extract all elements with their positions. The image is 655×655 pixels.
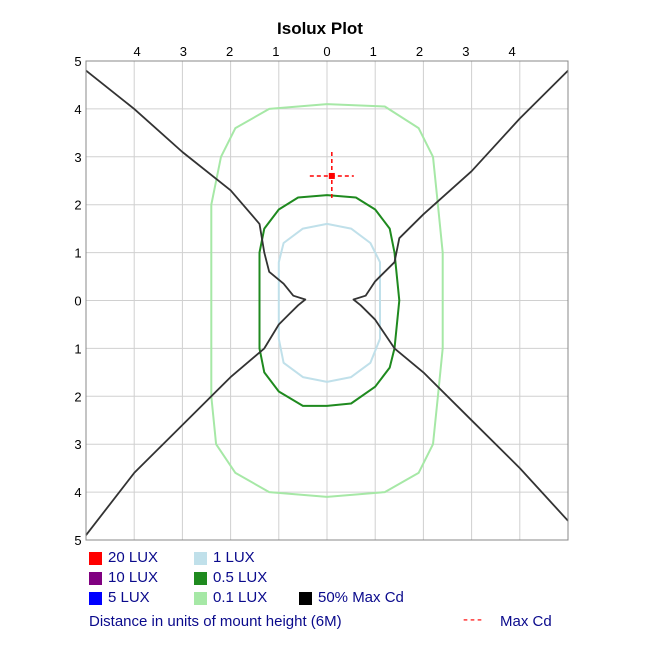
y-tick-label: 0 xyxy=(74,294,81,309)
x-tick-label: 1 xyxy=(370,44,377,59)
y-tick-label: 4 xyxy=(74,485,81,500)
x-tick-label: 3 xyxy=(180,44,187,59)
max-cd-legend-marker: --- xyxy=(463,611,484,628)
y-tick-label: 3 xyxy=(74,150,81,165)
legend-swatch-20-lux xyxy=(89,552,102,565)
grid xyxy=(86,61,568,540)
half-max-cd-line xyxy=(85,69,307,536)
legend-swatch-0-1-lux xyxy=(194,592,207,605)
half-max-cd-line xyxy=(352,69,569,522)
y-tick-label: 5 xyxy=(74,54,81,69)
plot-frame xyxy=(85,60,569,541)
x-tick-label: 3 xyxy=(462,44,469,59)
legend-swatch-0-5-lux xyxy=(194,572,207,585)
x-tick-label: 0 xyxy=(323,44,330,59)
isolux-chart: Isolux Plot 4 3 2 1 0 1 2 3 4 5 4 3 2 1 0 1 2 3 4 5 xyxy=(74,19,569,545)
contour-0-1-lux xyxy=(210,103,444,498)
x-tick-label: 1 xyxy=(272,44,279,59)
legend-label-0-1-lux: 0.1 LUX xyxy=(213,589,268,606)
y-tick-label: 2 xyxy=(74,198,81,213)
legend-label-0-5-lux: 0.5 LUX xyxy=(213,569,268,586)
y-tick-label: 2 xyxy=(74,389,81,404)
x-tick-label: 4 xyxy=(508,44,515,59)
legend-label-5-lux: 5 LUX xyxy=(108,589,150,606)
max-cd-point xyxy=(328,172,335,179)
legend-swatch-1-lux xyxy=(194,552,207,565)
y-tick-label: 1 xyxy=(74,341,81,356)
y-tick-label: 4 xyxy=(74,102,81,117)
contour-0-5-lux xyxy=(258,194,401,407)
x-tick-label: 4 xyxy=(133,44,140,59)
y-tick-label: 1 xyxy=(74,246,81,261)
legend-swatch-10-lux xyxy=(89,572,102,585)
x-tick-label: 2 xyxy=(416,44,423,59)
max-cd-marker xyxy=(309,151,354,198)
contour-1-lux xyxy=(277,222,381,383)
chart-title: Isolux Plot xyxy=(277,19,363,38)
y-tick-label: 5 xyxy=(74,533,81,545)
x-tick-label: 2 xyxy=(226,44,233,59)
max-cd-legend-label: Max Cd xyxy=(500,613,552,630)
contour-lines xyxy=(85,69,569,536)
legend-swatch-5-lux xyxy=(89,592,102,605)
legend-swatch-50-max-cd xyxy=(299,592,312,605)
legend-label-50-max-cd: 50% Max Cd xyxy=(318,589,404,606)
distance-note: Distance in units of mount height (6M) xyxy=(89,613,342,630)
y-tick-labels: 5 4 3 2 1 0 1 2 3 4 5 xyxy=(74,54,81,545)
x-tick-labels: 4 3 2 1 0 1 2 3 4 xyxy=(133,44,515,59)
legend-label-20-lux: 20 LUX xyxy=(108,549,159,566)
y-tick-label: 3 xyxy=(74,437,81,452)
legend-label-10-lux: 10 LUX xyxy=(108,569,159,586)
legend-label-1-lux: 1 LUX xyxy=(213,549,255,566)
